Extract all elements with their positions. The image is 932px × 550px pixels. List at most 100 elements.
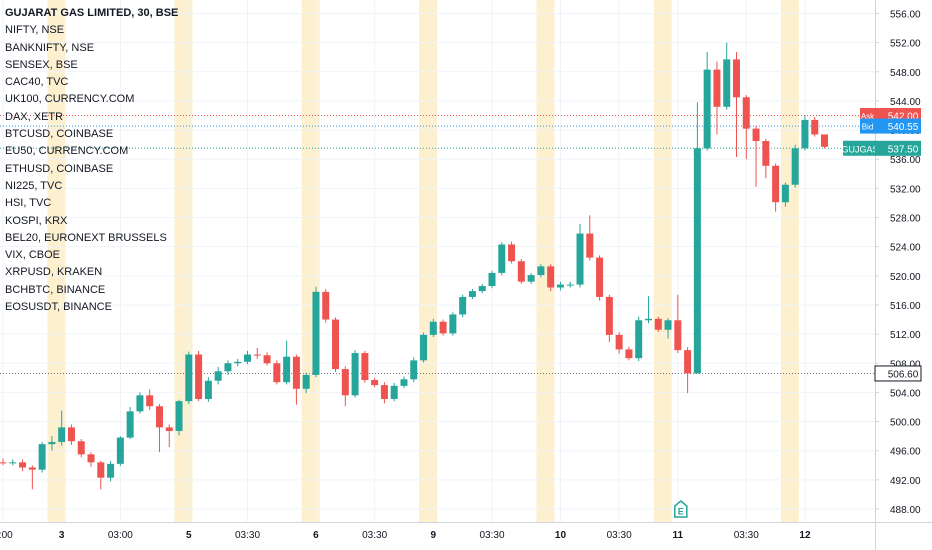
overlay-symbol-item[interactable]: BTCUSD, COINBASE	[5, 128, 114, 141]
candle-body[interactable]	[97, 462, 105, 478]
candle-body[interactable]	[155, 406, 163, 428]
candle-body[interactable]	[292, 356, 300, 389]
candle-body[interactable]	[126, 411, 134, 438]
overlay-symbol-item[interactable]: CAC40, TVC	[5, 76, 69, 89]
candle-body[interactable]	[674, 320, 682, 351]
overlay-symbol-item[interactable]: HSI, TVC	[5, 197, 52, 210]
candle-body[interactable]	[9, 462, 17, 464]
candle-body[interactable]	[625, 349, 633, 359]
candle-body[interactable]	[19, 462, 27, 468]
candle-body[interactable]	[693, 148, 701, 374]
candle-body[interactable]	[302, 374, 310, 389]
candle-body[interactable]	[224, 363, 232, 372]
overlay-symbol-item[interactable]: BCHBTC, BINANCE	[5, 283, 106, 296]
candle-body[interactable]	[576, 233, 584, 285]
candle-body[interactable]	[517, 261, 525, 282]
candle-body[interactable]	[566, 284, 574, 286]
candle-body[interactable]	[644, 318, 652, 321]
candle-body[interactable]	[77, 441, 85, 455]
candle-body[interactable]	[742, 97, 750, 129]
candle-body[interactable]	[733, 59, 740, 98]
candle-body[interactable]	[508, 244, 516, 262]
candle-body[interactable]	[136, 395, 144, 412]
candle-body[interactable]	[146, 395, 154, 407]
candle-body[interactable]	[478, 286, 486, 292]
candle-body[interactable]	[781, 184, 789, 203]
candle-body[interactable]	[234, 361, 242, 364]
overlay-symbol-item[interactable]: SENSEX, BSE	[5, 58, 78, 71]
overlay-symbol-item[interactable]: EU50, CURRENCY.COM	[5, 145, 129, 158]
candle-body[interactable]	[400, 379, 408, 386]
candle-body[interactable]	[185, 354, 193, 402]
candle-body[interactable]	[273, 363, 281, 383]
candle-body[interactable]	[390, 385, 398, 399]
candle-body[interactable]	[351, 353, 359, 396]
candle-body[interactable]	[361, 353, 369, 381]
candle-body[interactable]	[811, 119, 819, 135]
candle-body[interactable]	[214, 371, 222, 381]
overlay-symbol-item[interactable]: BANKNIFTY, NSE	[5, 41, 95, 54]
candle-body[interactable]	[195, 354, 203, 399]
candle-body[interactable]	[762, 141, 770, 166]
candle-body[interactable]	[791, 148, 799, 185]
candle-body[interactable]	[204, 380, 212, 399]
candle-body[interactable]	[283, 356, 291, 383]
candle-body[interactable]	[67, 427, 75, 442]
candle-body[interactable]	[116, 437, 124, 464]
candle-body[interactable]	[605, 296, 613, 335]
earnings-marker-icon[interactable]	[674, 500, 688, 518]
candle-body[interactable]	[498, 244, 506, 273]
candle-body[interactable]	[332, 319, 340, 370]
candle-body[interactable]	[439, 321, 447, 334]
overlay-symbol-item[interactable]: ETHUSD, COINBASE	[5, 162, 114, 175]
candle-body[interactable]	[703, 69, 711, 149]
candle-body[interactable]	[596, 257, 604, 297]
candle-body[interactable]	[253, 354, 261, 356]
candle-body[interactable]	[371, 380, 379, 386]
candle-body[interactable]	[615, 334, 623, 350]
candle-body[interactable]	[420, 334, 428, 361]
candle-body[interactable]	[713, 69, 721, 107]
candle-body[interactable]	[654, 318, 662, 330]
candle-body[interactable]	[175, 401, 183, 432]
candle-body[interactable]	[468, 291, 476, 297]
candle-body[interactable]	[429, 321, 437, 335]
overlay-symbol-item[interactable]: NIFTY, NSE	[5, 24, 65, 37]
candle-body[interactable]	[48, 441, 56, 445]
candle-body[interactable]	[380, 385, 388, 399]
overlay-symbol-item[interactable]: EOSUSDT, BINANCE	[5, 301, 112, 314]
candle-body[interactable]	[322, 291, 330, 320]
candle-body[interactable]	[38, 444, 46, 470]
candle-body[interactable]	[664, 320, 672, 330]
candle-body[interactable]	[488, 272, 496, 287]
overlay-symbol-item[interactable]: UK100, CURRENCY.COM	[5, 93, 135, 106]
candle-body[interactable]	[449, 314, 457, 334]
candle-body[interactable]	[58, 427, 66, 442]
candle-body[interactable]	[410, 360, 418, 380]
overlay-symbol-item[interactable]: VIX, CBOE	[5, 249, 61, 262]
candle-body[interactable]	[28, 467, 36, 470]
overlay-symbol-item[interactable]: DAX, XETR	[5, 110, 64, 123]
candle-body[interactable]	[527, 275, 535, 282]
candle-body[interactable]	[244, 354, 251, 362]
candle-body[interactable]	[341, 369, 349, 396]
candle-body[interactable]	[312, 291, 320, 375]
candle-body[interactable]	[635, 320, 643, 359]
candle-body[interactable]	[459, 296, 467, 315]
candle-body[interactable]	[801, 119, 809, 149]
candle-body[interactable]	[263, 355, 271, 364]
candle-body[interactable]	[684, 350, 692, 374]
candle-body[interactable]	[586, 233, 594, 258]
overlay-symbol-item[interactable]: BEL20, EURONEXT BRUSSELS	[5, 231, 167, 244]
overlay-symbol-item[interactable]: XRPUSD, KRAKEN	[5, 266, 103, 279]
candle-body[interactable]	[547, 266, 555, 288]
overlay-symbol-item[interactable]: KOSPI, KRX	[5, 214, 68, 227]
candle-body[interactable]	[107, 463, 115, 478]
candle-body[interactable]	[87, 454, 95, 463]
candle-body[interactable]	[723, 59, 731, 107]
candle-body[interactable]	[537, 266, 545, 276]
overlay-symbol-item[interactable]: NI225, TVC	[5, 179, 63, 192]
candle-body[interactable]	[0, 462, 7, 464]
candle-body[interactable]	[772, 165, 780, 203]
